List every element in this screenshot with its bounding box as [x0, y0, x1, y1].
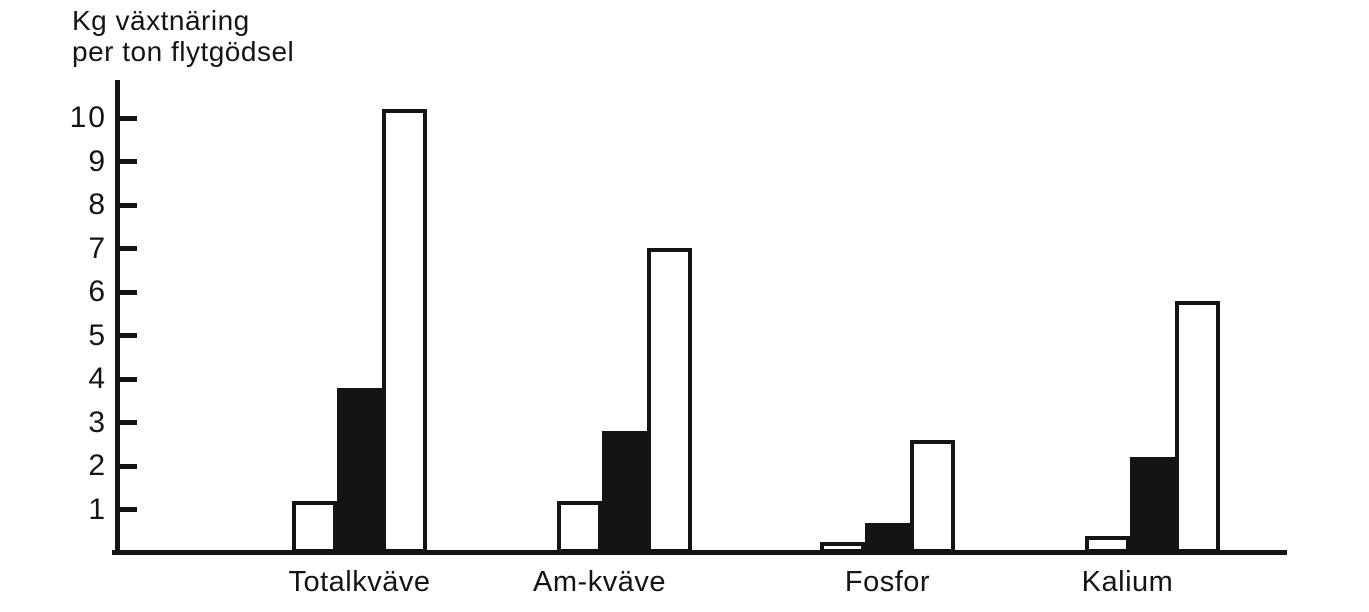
y-axis-title-line2: per ton flytgödsel [72, 36, 295, 67]
y-tick-mark-1 [119, 507, 137, 512]
y-tick-label-9: 9 [88, 144, 107, 178]
y-tick-label-7: 7 [88, 231, 107, 265]
y-tick-label-4: 4 [88, 362, 107, 395]
y-tick-label-8: 8 [88, 188, 107, 221]
y-tick-label-5: 5 [88, 318, 107, 352]
y-axis-title-line1: Kg växtnäring [72, 5, 250, 36]
bar-totalkväve-series-2 [337, 388, 382, 553]
x-axis-label-totalkväve: Totalkväve [288, 566, 431, 598]
bar-totalkväve-series-1 [292, 501, 337, 553]
bar-fosfor-series-3 [910, 440, 955, 553]
y-tick-mark-7 [119, 246, 137, 251]
x-axis-line [112, 550, 1287, 555]
y-tick-mark-3 [119, 420, 137, 425]
y-axis-line [115, 80, 120, 555]
y-tick-mark-6 [119, 289, 137, 295]
y-tick-label-1: 1 [88, 492, 107, 526]
y-tick-label-10: 10 [69, 101, 107, 134]
y-tick-mark-10 [119, 115, 137, 121]
y-tick-mark-8 [119, 202, 137, 208]
bar-kalium-series-2 [1130, 457, 1175, 553]
bar-am-kväve-series-1 [557, 501, 602, 553]
y-tick-mark-4 [119, 376, 137, 382]
bar-am-kväve-series-3 [647, 248, 692, 553]
bar-totalkväve-series-3 [382, 109, 427, 553]
x-axis-label-am-kväve: Am-kväve [533, 566, 666, 598]
x-axis-label-kalium: Kalium [1081, 566, 1174, 598]
bar-kalium-series-3 [1175, 301, 1220, 553]
y-tick-label-6: 6 [88, 275, 107, 308]
bar-fosfor-series-2 [865, 523, 910, 553]
y-axis-title: Kg växtnäring per ton flytgödsel [72, 5, 294, 67]
y-tick-label-2: 2 [88, 449, 107, 482]
y-tick-mark-9 [119, 159, 137, 164]
y-tick-label-3: 3 [88, 405, 107, 439]
y-tick-mark-2 [119, 463, 137, 469]
bar-am-kväve-series-2 [602, 431, 647, 553]
x-axis-label-fosfor: Fosfor [844, 566, 931, 598]
y-tick-mark-5 [119, 333, 137, 338]
